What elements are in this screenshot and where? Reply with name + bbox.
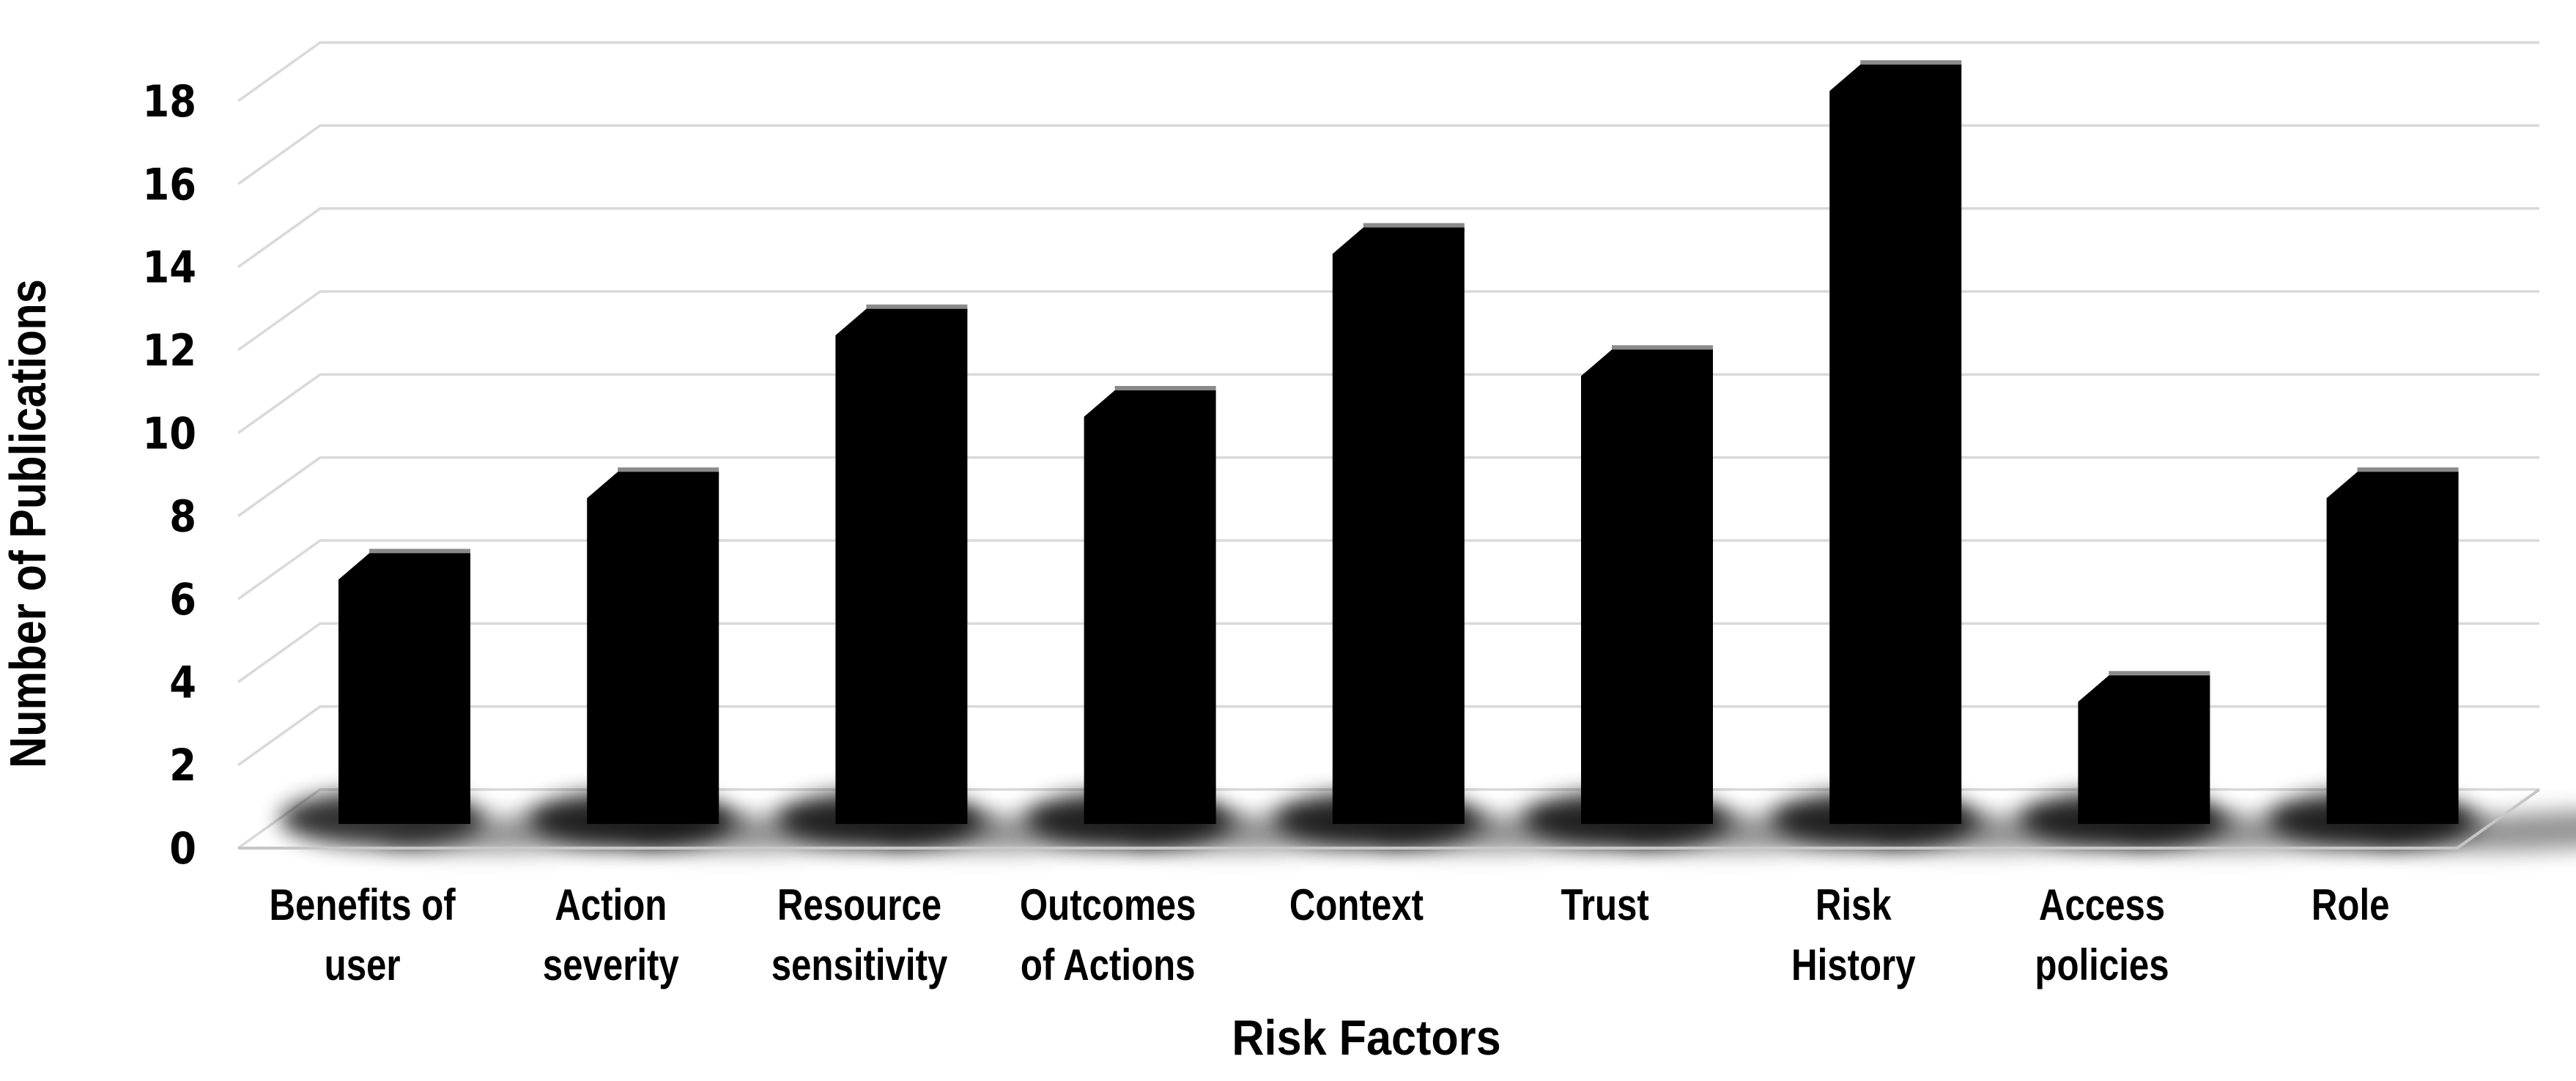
bar-risk-history (1829, 64, 1962, 825)
y-tick-label: 4 (169, 658, 196, 708)
bar-role (2326, 472, 2459, 824)
bar-benefits-of-user (338, 553, 470, 824)
y-tick-label: 18 (143, 77, 196, 127)
y-tick-label: 2 (169, 741, 196, 792)
x-category-label: History (1791, 940, 1916, 989)
floor-front-edge (238, 788, 2541, 850)
y-tick-label: 6 (169, 575, 196, 625)
gridline (237, 456, 2539, 518)
bar-shadow-cast (2366, 809, 2576, 852)
x-category-label: Benefits of (270, 880, 456, 929)
y-tick-labels-layer: 0 2 4 6 8 10 12 14 16 18 (143, 77, 196, 874)
bar-outcomes-of-actions (1084, 390, 1216, 824)
x-category-label: Action (555, 880, 667, 929)
x-category-label: Access (2039, 880, 2165, 929)
x-category-label: policies (2035, 940, 2169, 989)
x-category-label: Resource (777, 880, 941, 929)
y-tick-label: 12 (143, 326, 196, 376)
x-axis-title: Risk Factors (1232, 1009, 1500, 1066)
gridline (237, 41, 2539, 103)
bar-trust (1581, 349, 1713, 824)
bar-access-policies (2078, 675, 2210, 824)
y-tick-label: 0 (169, 824, 196, 874)
x-category-label: Trust (1561, 880, 1648, 929)
bar-action-severity (587, 472, 719, 824)
floor-edge-layer (238, 788, 2541, 850)
bar-context (1332, 227, 1465, 825)
x-category-label: of Actions (1021, 940, 1196, 989)
y-tick-label: 8 (169, 492, 196, 543)
x-category-label: sensitivity (771, 940, 948, 989)
x-category-label: Outcomes (1020, 880, 1196, 929)
gridline (237, 207, 2539, 269)
x-category-label: Risk (1816, 880, 1892, 929)
y-axis-title: Number of Publications (0, 279, 56, 768)
gridline (237, 705, 2539, 767)
gridline (237, 788, 2539, 850)
y-tick-label: 14 (143, 243, 196, 294)
gridline (237, 539, 2539, 601)
x-category-label: severity (543, 940, 679, 989)
gridline (237, 124, 2539, 185)
gridline (237, 622, 2539, 683)
x-tick-labels-layer: Benefits of user Action severity Resource sen… (270, 880, 2390, 989)
gridlines-layer (237, 41, 2539, 850)
y-tick-label: 16 (143, 160, 196, 210)
gridline (237, 373, 2539, 434)
bar-resource-sensitivity (835, 308, 968, 824)
x-category-label: Role (2312, 880, 2390, 929)
y-tick-label: 10 (143, 409, 196, 459)
bars-layer (338, 60, 2459, 825)
x-category-label: Context (1289, 880, 1424, 929)
gridline (237, 290, 2539, 352)
x-category-label: user (325, 940, 401, 989)
